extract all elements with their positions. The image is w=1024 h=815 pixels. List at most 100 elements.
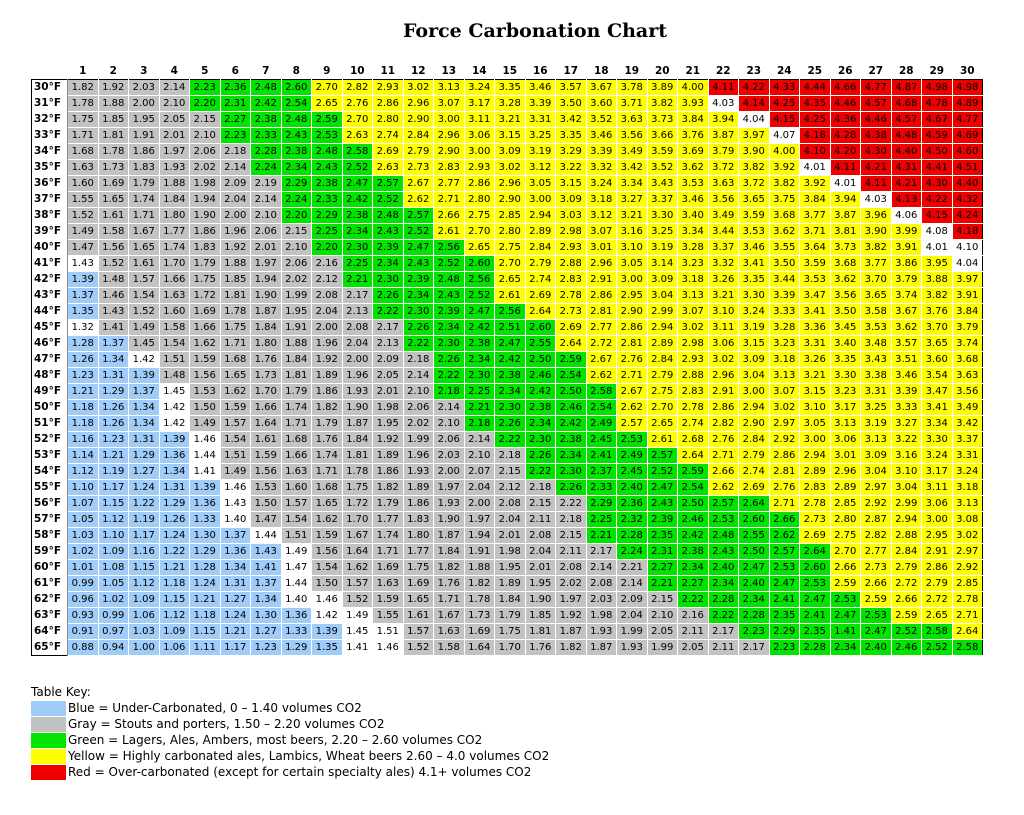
table-cell: 3.40 <box>677 207 709 224</box>
table-cell: 2.79 <box>921 575 953 592</box>
table-cell: 1.32 <box>67 319 99 336</box>
table-cell: 1.96 <box>311 335 343 352</box>
table-cell: 2.55 <box>738 527 770 544</box>
table-cell: 3.09 <box>555 191 587 208</box>
table-cell: 2.33 <box>311 191 343 208</box>
table-cell: 3.21 <box>707 287 739 304</box>
table-cell: 2.74 <box>738 463 770 480</box>
table-cell: 2.14 <box>219 159 251 176</box>
table-cell: 2.84 <box>738 431 770 448</box>
table-cell: 2.00 <box>433 463 465 480</box>
table-cell: 3.34 <box>616 175 648 192</box>
table-cell: 1.75 <box>402 559 434 576</box>
table-cell: 3.94 <box>707 111 739 128</box>
table-cell: 2.57 <box>616 415 648 432</box>
table-cell: 2.48 <box>433 271 465 288</box>
table-cell: 3.65 <box>860 287 892 304</box>
table-cell: 1.77 <box>158 223 190 240</box>
row-header: 63°F <box>31 607 68 624</box>
table-cell: 1.94 <box>250 271 282 288</box>
table-cell: 1.47 <box>67 239 99 256</box>
table-cell: 1.51 <box>280 527 312 544</box>
table-cell: 4.21 <box>890 175 922 192</box>
table-cell: 2.67 <box>585 351 617 368</box>
table-cell: 1.93 <box>433 495 465 512</box>
table-cell: 1.61 <box>250 431 282 448</box>
table-cell: 1.95 <box>524 575 556 592</box>
table-cell: 1.62 <box>311 511 343 528</box>
table-cell: 2.65 <box>311 95 343 112</box>
table-cell: 3.64 <box>799 239 831 256</box>
table-cell: 2.25 <box>341 255 373 272</box>
table-cell: 1.42 <box>158 399 190 416</box>
table-cell: 3.40 <box>829 335 861 352</box>
table-cell: 3.04 <box>738 367 770 384</box>
table-cell: 2.38 <box>555 431 587 448</box>
table-cell: 1.78 <box>97 143 129 160</box>
table-cell: 0.93 <box>67 607 99 624</box>
table-row: 65°F 0.88 0.94 1.00 1.06 1.11 1.17 1.23 1.29 1.35… <box>31 639 983 656</box>
table-cell: 2.75 <box>463 207 495 224</box>
table-cell: 2.80 <box>494 223 526 240</box>
table-cell: 1.80 <box>158 207 190 224</box>
table-cell: 2.31 <box>646 543 678 560</box>
table-cell: 3.53 <box>738 223 770 240</box>
table-cell: 2.01 <box>158 127 190 144</box>
table-cell: 2.34 <box>433 319 465 336</box>
table-cell: 3.92 <box>799 175 831 192</box>
table-cell: 1.48 <box>97 271 129 288</box>
table-cell: 3.25 <box>646 223 678 240</box>
table-cell: 2.02 <box>555 575 587 592</box>
table-cell: 1.28 <box>67 335 99 352</box>
table-cell: 1.66 <box>280 447 312 464</box>
table-cell: 1.78 <box>463 591 495 608</box>
table-cell: 2.86 <box>707 399 739 416</box>
table-cell: 1.98 <box>585 607 617 624</box>
table-cell: 4.60 <box>951 143 983 160</box>
table-cell: 3.04 <box>890 479 922 496</box>
table-cell: 1.09 <box>158 623 190 640</box>
table-row: 53°F 1.14 1.21 1.29 1.36 1.44 1.51 1.59 1.66 1.74… <box>31 447 983 464</box>
table-cell: 1.58 <box>97 223 129 240</box>
table-cell: 3.07 <box>433 95 465 112</box>
table-cell: 4.04 <box>951 255 983 272</box>
table-cell: 2.33 <box>250 127 282 144</box>
table-cell: 3.05 <box>524 175 556 192</box>
table-cell: 3.52 <box>585 111 617 128</box>
table-cell: 1.74 <box>158 239 190 256</box>
table-cell: 2.77 <box>860 543 892 560</box>
table-cell: 2.29 <box>280 175 312 192</box>
table-cell: 3.31 <box>951 447 983 464</box>
table-cell: 2.22 <box>494 431 526 448</box>
table-cell: 1.89 <box>402 479 434 496</box>
table-cell: 2.77 <box>433 175 465 192</box>
table-cell: 3.22 <box>890 431 922 448</box>
table-cell: 3.75 <box>768 191 800 208</box>
table-cell: 1.96 <box>341 367 373 384</box>
table-row: 60°F 1.01 1.08 1.15 1.21 1.28 1.34 1.41 1.47 1.54… <box>31 559 983 576</box>
table-row: 32°F 1.75 1.85 1.95 2.05 2.15 2.27 2.38 2.48 2.59… <box>31 111 983 128</box>
table-cell: 2.66 <box>860 575 892 592</box>
column-header: 29 <box>929 65 945 77</box>
table-cell: 2.84 <box>524 239 556 256</box>
table-cell: 1.68 <box>67 143 99 160</box>
table-cell: 1.76 <box>250 351 282 368</box>
table-cell: 1.62 <box>341 559 373 576</box>
table-cell: 2.80 <box>372 111 404 128</box>
table-cell: 2.42 <box>250 95 282 112</box>
table-cell: 2.10 <box>402 383 434 400</box>
table-cell: 4.21 <box>860 159 892 176</box>
table-cell: 1.46 <box>219 479 251 496</box>
table-cell: 2.53 <box>311 127 343 144</box>
table-cell: 2.31 <box>219 95 251 112</box>
table-cell: 3.49 <box>707 207 739 224</box>
table-cell: 2.34 <box>402 287 434 304</box>
column-header: 25 <box>807 65 823 77</box>
table-cell: 1.47 <box>280 559 312 576</box>
legend-swatch <box>31 716 66 732</box>
table-cell: 1.89 <box>372 447 404 464</box>
table-cell: 2.20 <box>189 95 221 112</box>
table-cell: 3.35 <box>555 127 587 144</box>
table-cell: 1.76 <box>524 639 556 656</box>
row-header: 61°F <box>31 575 68 592</box>
